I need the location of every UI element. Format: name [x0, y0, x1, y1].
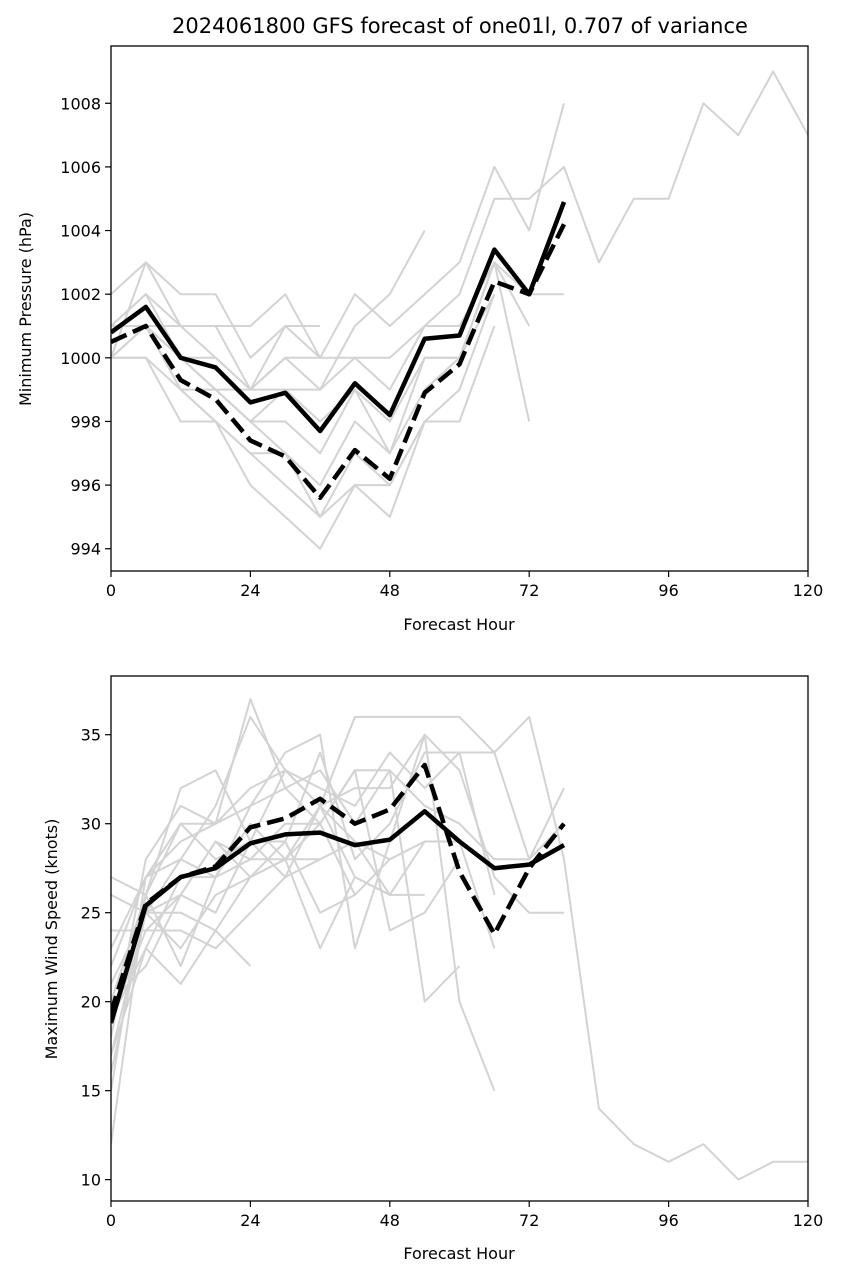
- pressure-y-axis-label: Minimum Pressure (hPa): [16, 212, 35, 406]
- wind-y-tick-label: 25: [81, 904, 101, 923]
- wind-panel: Forecast Hour Maximum Wind Speed (knots)…: [42, 675, 824, 1263]
- pressure-x-tick-label: 96: [658, 581, 678, 600]
- pressure-x-tick-label: 72: [519, 581, 539, 600]
- wind-y-tick-label: 10: [81, 1171, 101, 1190]
- pressure-y-tick-label: 994: [70, 540, 101, 559]
- wind-y-tick-label: 15: [81, 1082, 101, 1101]
- pressure-dashed-mean-line: [111, 223, 567, 501]
- wind-x-tick-label: 120: [793, 1211, 824, 1230]
- wind-y-tick-label: 30: [81, 815, 101, 834]
- pressure-plot-frame: [110, 45, 809, 572]
- pressure-x-tick-label: 48: [380, 581, 400, 600]
- wind-x-tick-label: 24: [240, 1211, 260, 1230]
- wind-x-tick-label: 48: [380, 1211, 400, 1230]
- wind-member-line-9: [111, 769, 461, 932]
- wind-x-axis-label: Forecast Hour: [403, 1244, 515, 1263]
- pressure-member-line-1: [111, 70, 808, 391]
- wind-lines: [111, 698, 808, 1181]
- wind-x-tick-label: 0: [106, 1211, 116, 1230]
- wind-member-line-16: [111, 858, 321, 1020]
- wind-y-axis-label: Maximum Wind Speed (knots): [42, 819, 61, 1060]
- pressure-x-tick-label: 120: [793, 581, 824, 600]
- pressure-y-tick-label: 1008: [60, 94, 101, 113]
- wind-y-tick-label: 35: [81, 726, 101, 745]
- pressure-member-line-2: [111, 103, 565, 359]
- pressure-member-line-11: [111, 356, 426, 518]
- wind-member-line-15: [111, 840, 425, 1074]
- pressure-member-line-12: [111, 230, 426, 391]
- pressure-member-line-10: [111, 325, 496, 550]
- wind-x-tick-label: 72: [519, 1211, 539, 1230]
- wind-member-line-7: [111, 751, 496, 949]
- pressure-y-tick-label: 1004: [60, 222, 101, 241]
- pressure-y-tick-label: 1002: [60, 285, 101, 304]
- pressure-x-tick-label: 0: [106, 581, 116, 600]
- pressure-lines: [111, 70, 808, 550]
- pressure-solid-mean-line: [111, 201, 567, 434]
- wind-y-tick-label: 20: [81, 993, 101, 1012]
- pressure-x-axis-label: Forecast Hour: [403, 615, 515, 634]
- pressure-y-tick-label: 996: [70, 476, 101, 495]
- wind-plot-frame: [110, 675, 809, 1202]
- pressure-panel: Forecast Hour Minimum Pressure (hPa) 0 24…: [16, 45, 824, 634]
- wind-dashed-mean-line: [111, 762, 566, 1014]
- pressure-y-tick-label: 1000: [60, 349, 101, 368]
- pressure-y-tick-label: 1006: [60, 158, 101, 177]
- wind-x-tick-label: 96: [658, 1211, 678, 1230]
- wind-member-line-13: [111, 822, 356, 985]
- pressure-x-tick-label: 24: [240, 581, 260, 600]
- pressure-member-line-9: [111, 293, 496, 518]
- wind-member-line-14: [111, 929, 252, 1020]
- wind-member-line-2: [111, 733, 496, 1092]
- chart-title: 2024061800 GFS forecast of one01l, 0.707…: [172, 14, 748, 38]
- wind-solid-mean-line: [111, 809, 566, 1024]
- wind-member-line-1: [111, 715, 808, 1181]
- pressure-y-tick-label: 998: [70, 412, 101, 431]
